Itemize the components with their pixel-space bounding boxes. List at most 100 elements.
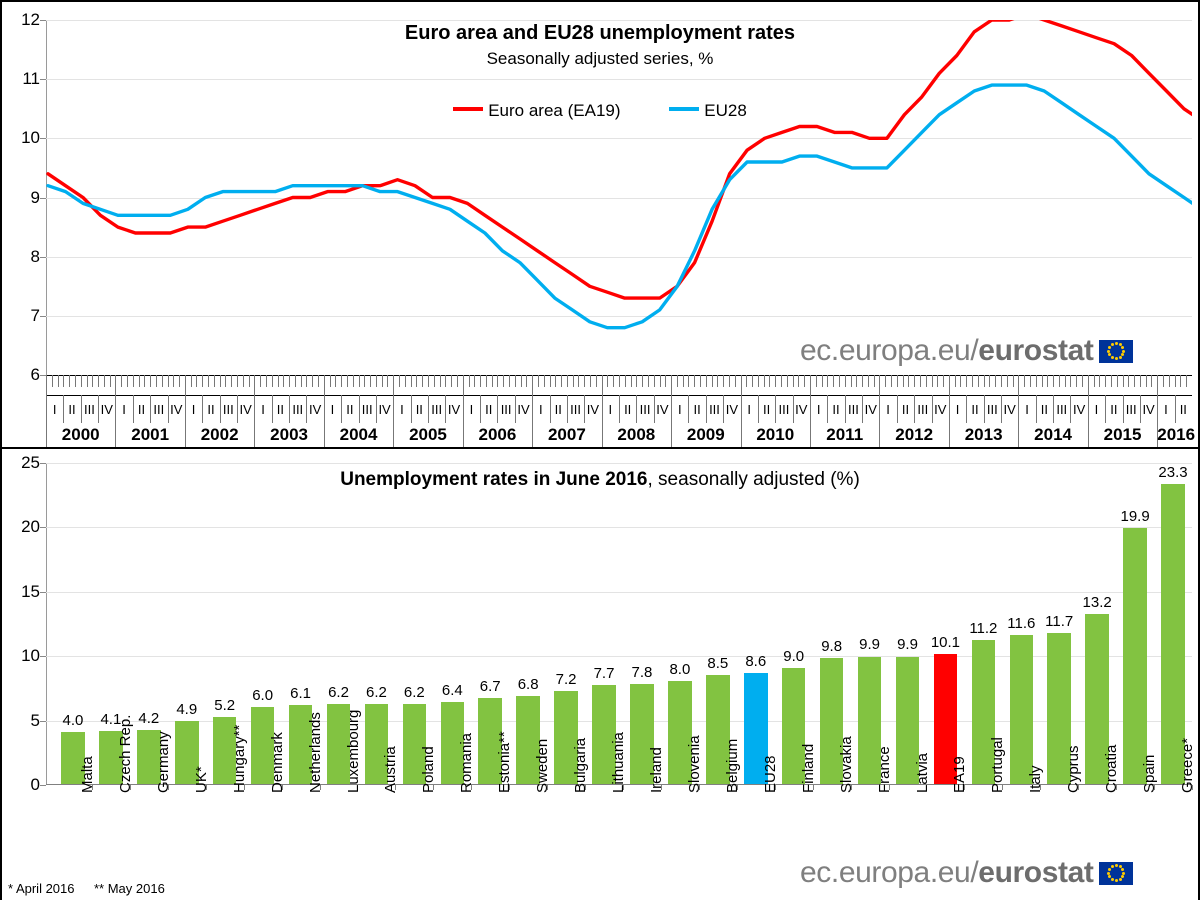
quarter-label: I xyxy=(886,402,890,417)
bar[interactable] xyxy=(61,732,85,784)
line-series-ea19 xyxy=(46,20,1192,300)
month-tick xyxy=(404,375,406,387)
month-tick xyxy=(485,375,487,387)
month-tick xyxy=(555,375,557,387)
quarter-label: I xyxy=(122,402,126,417)
year-label: 2009 xyxy=(686,425,725,444)
bar[interactable] xyxy=(364,704,389,784)
month-tick xyxy=(1064,375,1066,387)
bar-chart-x-axis xyxy=(46,784,1192,785)
quarter-label: IV xyxy=(1142,402,1155,417)
y-axis-label: 7 xyxy=(30,305,40,325)
x-axis-tick xyxy=(167,785,169,790)
month-tick xyxy=(1012,375,1014,387)
quarter-tick xyxy=(862,375,864,387)
bar[interactable] xyxy=(1161,483,1185,784)
month-tick xyxy=(1093,375,1095,387)
bar[interactable] xyxy=(971,639,996,784)
bar[interactable] xyxy=(744,673,768,784)
month-tick xyxy=(329,375,331,387)
year-separator xyxy=(46,395,47,447)
bar[interactable] xyxy=(1009,634,1034,784)
category-label: Malta xyxy=(78,756,96,793)
month-tick xyxy=(1145,375,1147,387)
bar[interactable] xyxy=(554,691,578,784)
month-tick xyxy=(595,375,597,387)
category-label: Greece* xyxy=(1179,737,1197,793)
bar[interactable] xyxy=(706,674,730,784)
bar[interactable] xyxy=(137,729,161,784)
month-tick xyxy=(312,375,314,387)
bar[interactable] xyxy=(440,701,465,784)
bar[interactable] xyxy=(819,657,844,784)
year-separator xyxy=(1018,395,1020,447)
y-axis-label: 25 xyxy=(21,453,40,472)
month-tick xyxy=(1024,375,1026,387)
month-tick xyxy=(1076,375,1078,387)
bar[interactable] xyxy=(402,704,427,784)
quarter-label: II xyxy=(1040,402,1049,417)
quarter-tick xyxy=(98,375,100,387)
bar[interactable] xyxy=(175,720,199,784)
year-separator xyxy=(115,395,117,447)
x-axis-tick xyxy=(1192,785,1193,790)
quarter-label: IV xyxy=(100,402,113,417)
gridline xyxy=(46,20,1192,21)
year-separator xyxy=(879,395,881,447)
bar-value-label: 19.9 xyxy=(1120,507,1150,525)
year-separator xyxy=(1087,395,1089,447)
bar[interactable] xyxy=(326,704,351,784)
quarter-label: II xyxy=(832,402,840,417)
quarter-separator xyxy=(150,395,152,423)
month-tick xyxy=(676,375,678,387)
month-tick xyxy=(590,375,592,387)
bar[interactable] xyxy=(857,656,882,784)
quarter-separator xyxy=(358,395,360,423)
y-axis-tick xyxy=(40,785,46,786)
legend-item-eu28: EU28 xyxy=(669,100,747,121)
quarter-separator xyxy=(914,395,916,423)
quarter-tick xyxy=(254,375,256,395)
line-chart-subtitle: Seasonally adjusted series, % xyxy=(486,49,714,68)
bar[interactable] xyxy=(478,697,502,784)
category-label: Belgium xyxy=(723,738,741,793)
quarter-tick xyxy=(375,375,377,387)
year-label: 2007 xyxy=(547,425,586,444)
bar[interactable] xyxy=(630,683,654,784)
quarter-label: I xyxy=(955,402,960,417)
bar[interactable] xyxy=(288,705,313,784)
year-label: 2014 xyxy=(1034,425,1072,444)
month-tick xyxy=(734,375,736,387)
bar[interactable] xyxy=(516,696,540,784)
bar[interactable] xyxy=(781,668,806,784)
month-tick xyxy=(624,375,626,387)
bar[interactable] xyxy=(99,731,123,784)
month-tick xyxy=(155,375,157,387)
bar[interactable] xyxy=(895,656,920,784)
bar[interactable] xyxy=(1123,527,1147,784)
x-axis-tick xyxy=(395,785,397,790)
month-tick xyxy=(700,375,702,387)
eu-flag-icon xyxy=(1099,339,1134,363)
x-axis-tick xyxy=(509,785,511,790)
month-tick xyxy=(92,375,94,387)
quarter-label: I xyxy=(747,402,752,417)
month-tick xyxy=(833,375,835,387)
month-tick xyxy=(630,375,632,387)
bar[interactable] xyxy=(668,680,692,784)
bar[interactable] xyxy=(212,717,237,784)
bar[interactable] xyxy=(592,684,616,784)
quarter-tick xyxy=(914,375,916,387)
bar-value-label: 11.6 xyxy=(1007,614,1036,632)
month-tick xyxy=(682,375,684,387)
quarter-tick xyxy=(1122,375,1124,387)
x-axis-tick xyxy=(623,785,624,790)
bar[interactable] xyxy=(933,653,958,784)
y-axis-label: 8 xyxy=(30,246,40,266)
month-tick xyxy=(190,375,192,387)
bar[interactable] xyxy=(250,706,275,784)
y-axis-label: 20 xyxy=(21,517,40,537)
bar[interactable] xyxy=(1047,633,1071,784)
bar[interactable] xyxy=(1085,613,1109,784)
category-label: UK* xyxy=(192,766,210,793)
